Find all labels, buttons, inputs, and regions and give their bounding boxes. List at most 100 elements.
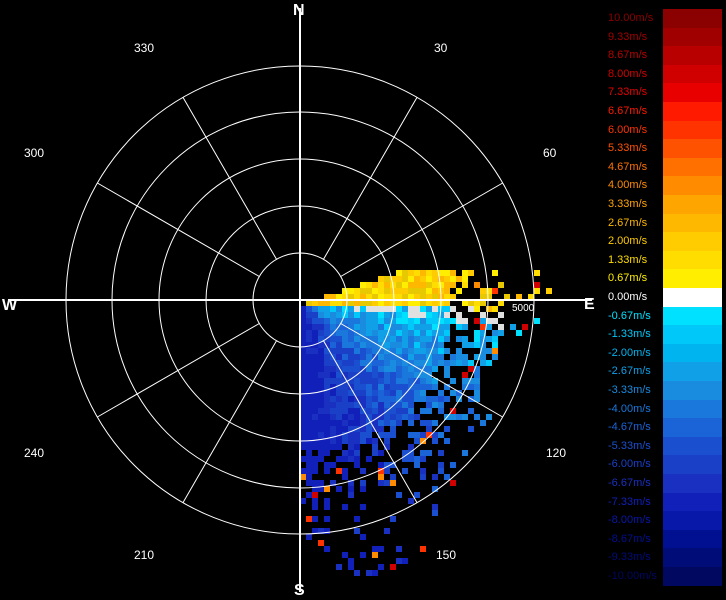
echo-cell — [372, 288, 378, 294]
echo-cell — [504, 294, 510, 300]
legend-label: 6.00m/s — [608, 123, 648, 136]
echo-cell — [336, 312, 342, 318]
echo-cell — [420, 420, 426, 426]
echo-cell — [432, 342, 438, 348]
echo-cell — [390, 564, 396, 570]
echo-cell — [486, 288, 492, 294]
echo-cell — [384, 276, 390, 282]
echo-cell — [330, 426, 336, 432]
echo-cell — [432, 282, 438, 288]
echo-cell — [300, 378, 306, 384]
echo-cell — [420, 348, 426, 354]
echo-cell — [378, 348, 384, 354]
echo-cell — [402, 294, 408, 300]
echo-cell — [384, 444, 390, 450]
echo-cell — [468, 306, 474, 312]
echo-cell — [414, 330, 420, 336]
legend-row: 6.00m/s — [606, 120, 726, 140]
echo-cell — [468, 426, 474, 432]
echo-cell — [342, 372, 348, 378]
legend-swatch — [663, 325, 722, 345]
echo-cell — [366, 402, 372, 408]
echo-cell — [402, 408, 408, 414]
echo-cell — [378, 276, 384, 282]
echo-cell — [402, 366, 408, 372]
echo-cell — [402, 378, 408, 384]
echo-cell — [450, 276, 456, 282]
echo-cell — [378, 330, 384, 336]
echo-cell — [360, 480, 366, 486]
echo-cell — [492, 342, 498, 348]
echo-cell — [360, 420, 366, 426]
echo-cell — [414, 312, 420, 318]
echo-cell — [408, 432, 414, 438]
echo-cell — [354, 288, 360, 294]
echo-cell — [378, 462, 384, 468]
echo-cell — [474, 372, 480, 378]
echo-cell — [426, 288, 432, 294]
echo-cell — [360, 432, 366, 438]
echo-cell — [348, 480, 354, 486]
echo-cell — [468, 300, 474, 306]
echo-cell — [462, 354, 468, 360]
echo-cell — [408, 288, 414, 294]
echo-cell — [354, 570, 360, 576]
echo-cell — [462, 282, 468, 288]
echo-cell — [372, 366, 378, 372]
echo-cell — [348, 492, 354, 498]
echo-cell — [330, 420, 336, 426]
echo-cell — [372, 444, 378, 450]
echo-cell — [312, 516, 318, 522]
echo-cell — [330, 390, 336, 396]
echo-cell — [348, 306, 354, 312]
echo-cell — [342, 432, 348, 438]
echo-cell — [312, 438, 318, 444]
azimuth-line — [340, 323, 503, 418]
echo-cell — [420, 372, 426, 378]
echo-cell — [462, 450, 468, 456]
echo-cell — [378, 300, 384, 306]
echo-cell — [396, 318, 402, 324]
legend-swatch — [663, 9, 722, 28]
echo-cell — [366, 372, 372, 378]
echo-cell — [312, 504, 318, 510]
legend-swatch — [663, 418, 722, 438]
echo-cell — [324, 324, 330, 330]
echo-cell — [378, 450, 384, 456]
echo-cell — [300, 444, 306, 450]
legend-label: 4.00m/s — [608, 179, 648, 192]
echo-cell — [456, 276, 462, 282]
echo-cell — [366, 432, 372, 438]
echo-cell — [312, 378, 318, 384]
echo-cell — [348, 402, 354, 408]
echo-cell — [402, 396, 408, 402]
echo-cell — [414, 276, 420, 282]
echo-cell — [354, 378, 360, 384]
echo-cell — [390, 414, 396, 420]
echo-cell — [420, 438, 426, 444]
echo-cell — [390, 462, 396, 468]
echo-cell — [384, 390, 390, 396]
echo-cell — [378, 312, 384, 318]
echo-cell — [366, 324, 372, 330]
echo-cell — [330, 324, 336, 330]
legend-row: -1.33m/s — [606, 325, 726, 345]
legend-label: -6.00m/s — [608, 458, 651, 471]
echo-cell — [324, 420, 330, 426]
legend-row: -3.33m/s — [606, 381, 726, 400]
echo-cell — [480, 318, 486, 324]
echo-cell — [432, 360, 438, 366]
echo-cell — [492, 306, 498, 312]
echo-cell — [492, 270, 498, 276]
echo-cell — [336, 366, 342, 372]
echo-cell — [318, 378, 324, 384]
echo-cell — [336, 294, 342, 300]
echo-cell — [456, 390, 462, 396]
echo-cell — [426, 276, 432, 282]
echo-cell — [330, 294, 336, 300]
echo-cell — [312, 462, 318, 468]
echo-cell — [390, 480, 396, 486]
legend-swatch — [663, 511, 722, 531]
echo-cell — [462, 336, 468, 342]
echo-cell — [390, 288, 396, 294]
